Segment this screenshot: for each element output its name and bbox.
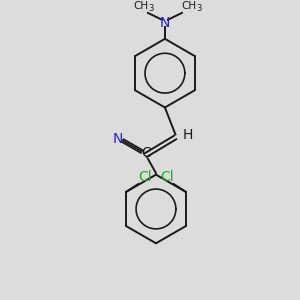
Text: C: C <box>141 146 151 160</box>
Text: CH: CH <box>134 1 148 11</box>
Text: Cl: Cl <box>138 170 152 184</box>
Text: H: H <box>183 128 193 142</box>
Text: 3: 3 <box>196 4 202 13</box>
Text: CH: CH <box>181 1 196 11</box>
Text: N: N <box>113 132 123 146</box>
Text: N: N <box>160 16 170 30</box>
Text: 3: 3 <box>148 4 154 13</box>
Text: Cl: Cl <box>160 170 174 184</box>
